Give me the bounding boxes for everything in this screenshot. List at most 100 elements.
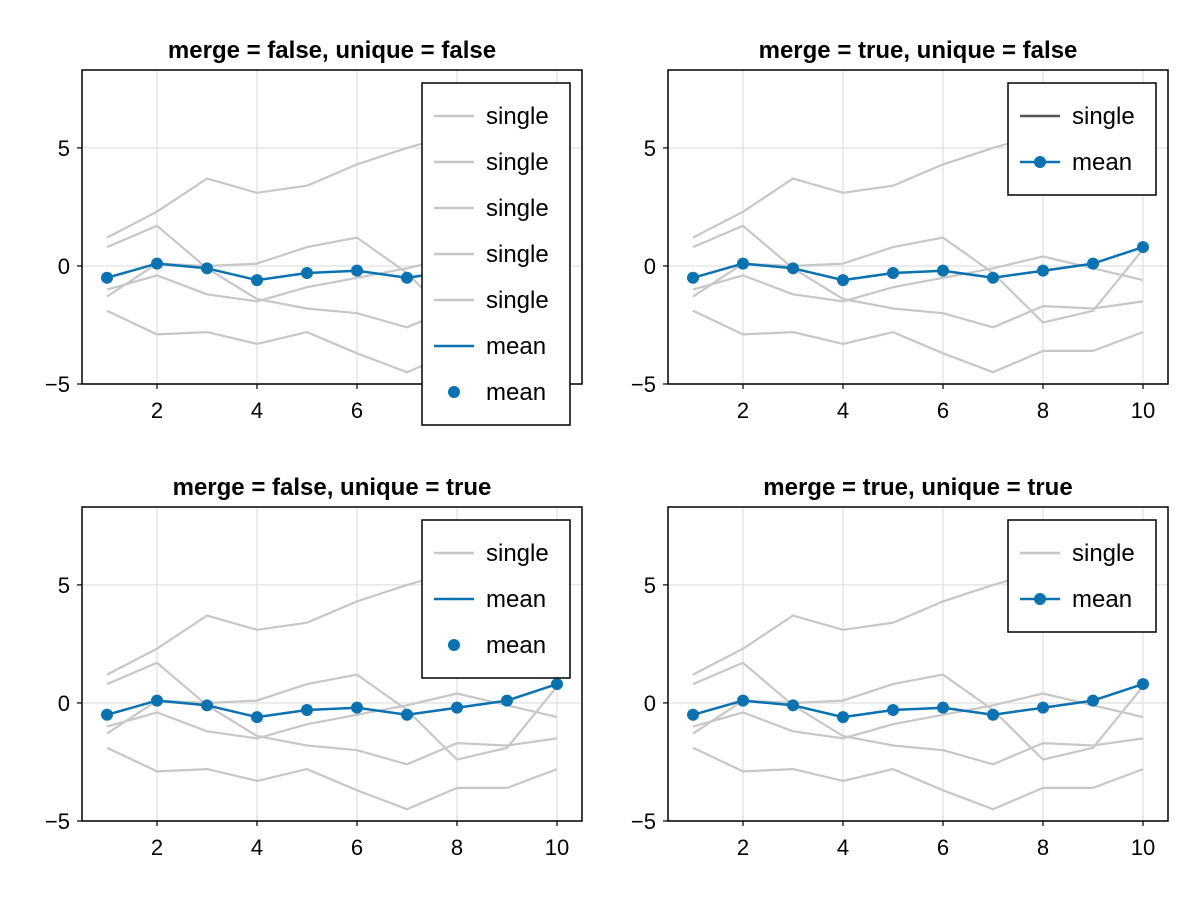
x-tick-label: 6: [351, 835, 363, 860]
legend-box: [1007, 82, 1157, 196]
x-tick-label: 8: [451, 835, 463, 860]
mean-point: [1137, 241, 1149, 254]
plot-frame: [667, 69, 1169, 385]
y-tick-label: 5: [58, 573, 70, 598]
x-tick-label: 10: [1131, 398, 1155, 423]
y-tick-label: 0: [644, 254, 656, 279]
single-line-5: [106, 746, 558, 811]
ticks: 2 4 6 8 10 −5 0 5: [45, 573, 569, 860]
mean-line: [692, 245, 1144, 282]
legend: single mean: [1007, 82, 1157, 196]
single-line-3: [106, 692, 558, 740]
plot-frame: [81, 506, 583, 822]
legend-label: single: [1072, 540, 1135, 567]
legend-swatch-marker: [1034, 593, 1046, 605]
x-tick-label: 2: [737, 398, 749, 423]
single-line-2: [692, 224, 1144, 329]
y-tick-label: −5: [45, 372, 70, 397]
mean-point: [887, 267, 899, 280]
series-group: [687, 85, 1149, 374]
legend-label: single: [486, 103, 549, 130]
mean-point: [837, 274, 849, 287]
mean-point: [1037, 264, 1049, 277]
y-tick-label: 5: [644, 573, 656, 598]
x-tick-label: 4: [251, 835, 263, 860]
mean-point: [201, 699, 213, 712]
y-tick-label: 5: [644, 136, 656, 161]
plot-frame: [667, 506, 1169, 822]
mean-point: [201, 262, 213, 275]
single-line-3: [692, 692, 1144, 740]
mean-line: [106, 682, 558, 719]
mean-point: [837, 711, 849, 724]
mean-point: [987, 708, 999, 721]
mean-point: [987, 271, 999, 284]
mean-point: [401, 271, 413, 284]
legend: single mean mean: [421, 519, 571, 679]
legend: single single single single single mean mean: [421, 82, 571, 426]
y-tick-label: 5: [58, 136, 70, 161]
mean-point: [151, 257, 163, 270]
y-tick-label: 0: [58, 691, 70, 716]
x-tick-label: 2: [151, 398, 163, 423]
mean-point: [787, 262, 799, 275]
series-group: [101, 522, 563, 811]
x-tick-label: 6: [937, 835, 949, 860]
single-line-2: [692, 661, 1144, 766]
legend-label: mean: [486, 632, 546, 659]
mean-point: [451, 701, 463, 714]
mean-point: [787, 699, 799, 712]
x-tick-label: 4: [837, 398, 849, 423]
y-tick-label: 0: [644, 691, 656, 716]
legend-box: [1007, 519, 1157, 633]
panel-title: merge = false, unique = true: [173, 474, 492, 501]
legend-label: single: [486, 195, 549, 222]
y-tick-label: −5: [631, 372, 656, 397]
legend-label: single: [1072, 103, 1135, 130]
y-tick-label: −5: [631, 809, 656, 834]
single-line-3: [692, 255, 1144, 303]
legend-label: single: [486, 149, 549, 176]
y-tick-label: −5: [45, 809, 70, 834]
legend-label: mean: [486, 333, 546, 360]
panel-title: merge = false, unique = false: [168, 37, 496, 64]
x-tick-label: 8: [1037, 835, 1049, 860]
mean-point: [251, 711, 263, 724]
legend-label: mean: [1072, 149, 1132, 176]
mean-point: [1137, 678, 1149, 691]
panel-3: merge = false, unique = true 2 4 6 8 10 −5 0 5 si…: [45, 474, 583, 860]
mean-point: [887, 704, 899, 717]
ticks: 2 4 6 8 10 −5 0 5: [631, 573, 1155, 860]
mean-point: [1087, 257, 1099, 270]
x-tick-label: 10: [1131, 835, 1155, 860]
mean-point: [737, 694, 749, 707]
mean-point: [301, 267, 313, 280]
mean-point: [551, 678, 563, 691]
y-tick-label: 0: [58, 254, 70, 279]
x-tick-label: 2: [151, 835, 163, 860]
mean-point: [151, 694, 163, 707]
x-tick-label: 10: [545, 835, 569, 860]
mean-line: [692, 682, 1144, 719]
mean-point: [687, 708, 699, 721]
x-tick-label: 2: [737, 835, 749, 860]
legend-label: single: [486, 540, 549, 567]
mean-point: [501, 694, 513, 707]
legend: single mean: [1007, 519, 1157, 633]
mean-point: [351, 264, 363, 277]
panel-1: merge = false, unique = false246810−505s…: [45, 37, 583, 426]
legend-label: single: [486, 287, 549, 314]
plot-frame: [81, 69, 583, 385]
x-tick-label: 4: [837, 835, 849, 860]
x-tick-label: 6: [937, 398, 949, 423]
single-line-2: [106, 661, 558, 766]
x-tick-label: 6: [351, 398, 363, 423]
legend-label: mean: [486, 379, 546, 406]
legend-label: mean: [1072, 586, 1132, 613]
mean-point: [1037, 701, 1049, 714]
ticks: 2 4 6 8 10 −5 0 5: [631, 136, 1155, 423]
legend-swatch-marker: [448, 386, 460, 398]
panel-title: merge = true, unique = true: [763, 474, 1072, 501]
mean-point: [737, 257, 749, 270]
